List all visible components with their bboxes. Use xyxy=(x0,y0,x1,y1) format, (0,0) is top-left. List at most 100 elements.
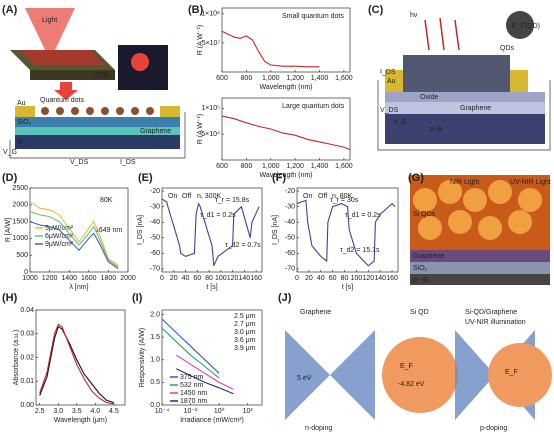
y-tick-label: 0.03 xyxy=(20,331,34,338)
y-tick-label: 500 xyxy=(16,252,28,259)
legend-label: 532 nm xyxy=(180,382,204,389)
annotation: τ_d2 = 0.7s xyxy=(225,242,261,249)
plot-frame xyxy=(161,309,263,406)
legend-label: 3.9 μm xyxy=(234,345,256,352)
annotation: Quantum dots xyxy=(40,97,84,104)
annotation: Au xyxy=(387,78,396,85)
panel-label: (I) xyxy=(132,292,143,304)
x-tick-label: 10⁻⁴ xyxy=(155,408,170,415)
y-axis-label: R (A W⁻¹) xyxy=(197,114,204,145)
panel-label: (A) xyxy=(2,4,18,16)
x-tick-label: 0 xyxy=(160,275,164,282)
x-tick-label: 40 xyxy=(182,275,190,282)
annotation: Light xyxy=(42,17,57,24)
annotation: p-doping xyxy=(480,425,507,432)
x-tick-label: 4.5 xyxy=(109,408,119,415)
y-tick-label: -60 xyxy=(150,250,160,257)
y-tick-label: -40 xyxy=(150,219,160,226)
x-tick-label: 160 xyxy=(386,275,398,282)
x-tick-label: 10² xyxy=(243,408,254,415)
legend-label: 9μW/cm² xyxy=(45,241,74,248)
y-axis-label: I_DS [nA] xyxy=(272,215,279,245)
chart-title: n, 80K xyxy=(332,193,353,200)
data-line xyxy=(161,318,220,374)
annotation: -4.82 eV xyxy=(398,381,425,388)
annotation: Graphene xyxy=(140,128,171,135)
y-tick-label: -70 xyxy=(150,266,160,273)
annotation: hν xyxy=(410,12,418,19)
legend-label: 2.5 μm xyxy=(234,313,256,320)
plot-frame xyxy=(29,187,129,273)
annotation: NIR Light xyxy=(450,179,479,186)
x-tick-label: 1,000 xyxy=(262,75,280,82)
y-axis-label: Absorbance (a.u.) xyxy=(13,330,20,386)
y-tick-label: 1.5 xyxy=(150,334,160,341)
annotation: Graphene xyxy=(413,253,444,260)
y-axis-label: Responsivity (A/W) xyxy=(139,328,146,388)
y-tick-label: -20 xyxy=(285,188,295,195)
y-tick-label: -30 xyxy=(150,204,160,211)
x-tick-label: 3.0 xyxy=(53,408,63,415)
annotation: CdS xyxy=(95,72,109,79)
annotation: UV-NIR Light xyxy=(510,179,551,186)
annotation: p⁺-Si xyxy=(413,277,430,284)
plot-frame xyxy=(161,187,263,273)
y-tick-label: -70 xyxy=(285,266,295,273)
x-tick-label: 1,200 xyxy=(286,75,304,82)
annotation: n-doping xyxy=(305,425,332,432)
x-tick-label: 800 xyxy=(241,163,253,170)
annotation: τ_r = 30s xyxy=(330,197,359,204)
data-line xyxy=(39,325,115,404)
x-tick-label: 120 xyxy=(227,275,239,282)
annotation: On xyxy=(168,193,177,200)
annotation: 80K xyxy=(100,197,113,204)
x-tick-label: 1,400 xyxy=(311,75,329,82)
y-tick-label: -50 xyxy=(150,235,160,242)
x-tick-label: 600 xyxy=(216,75,228,82)
annotation: Graphene xyxy=(300,309,331,316)
x-tick-label: 80 xyxy=(205,275,213,282)
x-tick-label: 0 xyxy=(295,275,299,282)
x-tick-label: 1800 xyxy=(101,275,117,282)
panel-label: (H) xyxy=(2,292,18,304)
legend-label: 3.6 μm xyxy=(234,337,256,344)
x-tick-label: 60 xyxy=(193,275,201,282)
y-axis-label: R (A W⁻¹) xyxy=(197,25,204,56)
chart-title: n, 300K xyxy=(197,193,221,200)
legend-label: 375 nm xyxy=(180,374,204,381)
x-tick-label: 1,600 xyxy=(335,75,353,82)
y-tick-label: 5×10⁴ xyxy=(201,131,220,138)
data-line xyxy=(29,210,119,268)
x-tick-label: 1,000 xyxy=(262,163,280,170)
chart-title: Small quantum dots xyxy=(282,13,344,20)
annotation: QDs xyxy=(500,45,515,52)
y-tick-label: -50 xyxy=(285,235,295,242)
legend-label: 6μW/cm² xyxy=(45,233,74,240)
data-line xyxy=(221,115,351,151)
legend-label: 1450 nm xyxy=(180,390,207,397)
plot-frame xyxy=(221,7,351,73)
x-tick-label: 40 xyxy=(317,275,325,282)
x-tick-label: 10⁻² xyxy=(184,408,198,415)
annotation: E_F xyxy=(400,363,413,370)
data-line xyxy=(221,30,320,68)
annotation: V_G xyxy=(3,149,17,156)
annotation: SiO₂ xyxy=(17,119,32,126)
data-line xyxy=(176,354,234,390)
annotation: Graphene xyxy=(460,105,491,112)
annotation: Au xyxy=(17,100,26,107)
legend-label: 3.0 μm xyxy=(234,329,256,336)
x-axis-label: Wavelength (nm) xyxy=(259,172,312,179)
annotation: Si xyxy=(17,139,24,146)
annotation: τ_r = 15.8s xyxy=(215,197,250,204)
y-axis-label: I_DS [nA] xyxy=(137,215,144,245)
data-line xyxy=(29,221,119,270)
annotation: 1649 nm xyxy=(95,227,122,234)
x-tick-label: 120 xyxy=(362,275,374,282)
y-tick-label: 2.0 xyxy=(150,311,160,318)
x-tick-label: 1000 xyxy=(22,275,38,282)
annotation: On xyxy=(303,193,312,200)
data-line xyxy=(39,323,114,405)
y-tick-label: 0 xyxy=(24,269,28,276)
